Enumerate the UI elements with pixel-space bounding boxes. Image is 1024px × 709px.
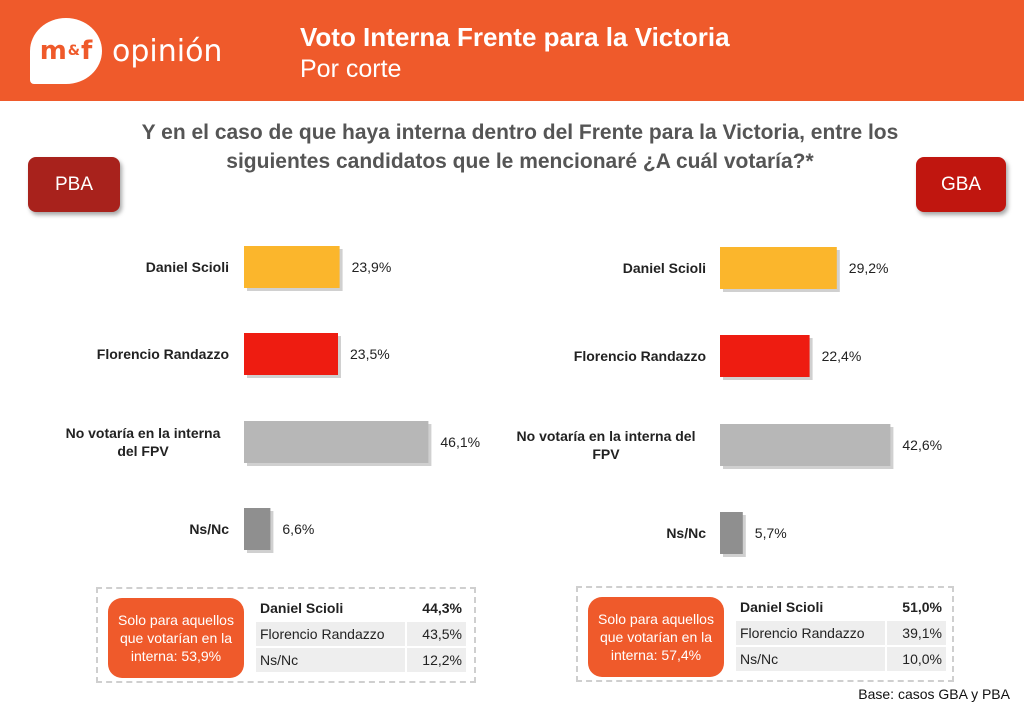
table-row: Florencio Randazzo 39,1% (736, 620, 946, 647)
table-cell-value: 51,0% (885, 594, 946, 621)
region-tag-pba: PBA (28, 157, 120, 212)
table-cell-value: 12,2% (405, 647, 466, 674)
subset-note-gba: Solo para aquellos que votarían en la in… (588, 597, 724, 677)
value-label: 46,1% (440, 434, 480, 450)
value-label: 22,4% (822, 348, 862, 364)
region-tag-gba: GBA (916, 157, 1006, 212)
category-label: Florencio Randazzo (574, 348, 706, 364)
bar-1 (244, 246, 340, 288)
table-row: Florencio Randazzo 43,5% (256, 621, 466, 648)
bar-4 (720, 512, 743, 554)
logo-mark: m & f (30, 18, 102, 84)
page-title: Voto Interna Frente para la Victoria (300, 22, 730, 52)
value-label: 29,2% (849, 260, 889, 276)
table-row: Daniel Scioli 51,0% (736, 594, 946, 621)
bar-3 (720, 424, 891, 466)
value-label: 5,7% (755, 525, 787, 541)
subset-note-pba: Solo para aquellos que votarían en la in… (108, 598, 244, 678)
header-bar: m & f opinión Voto Interna Frente para la … (0, 0, 1024, 101)
summary-box-gba: Solo para aquellos que votarían en la in… (576, 586, 954, 682)
category-label: Ns/Nc (666, 525, 706, 541)
bar-1 (720, 247, 837, 289)
bar-4 (244, 508, 271, 550)
value-label: 23,5% (350, 346, 390, 362)
table-cell-name: Daniel Scioli (736, 594, 886, 621)
logo-wordmark: opinión (112, 33, 223, 69)
table-cell-name: Ns/Nc (256, 647, 406, 674)
category-label: Daniel Scioli (146, 259, 229, 275)
table-cell-name: Florencio Randazzo (256, 621, 406, 648)
category-label: Daniel Scioli (623, 260, 706, 276)
bar-chart-pba: 23,9% Daniel Scioli 23,5% Florencio Randazz… (0, 228, 500, 568)
mf-opinion-logo: m & f opinión (30, 18, 222, 84)
value-label: 23,9% (352, 259, 392, 275)
table-cell-value: 39,1% (885, 620, 946, 647)
table-row: Ns/Nc 10,0% (736, 646, 946, 673)
category-label: No votaría en la interna del FPV (517, 428, 696, 462)
value-label: 42,6% (902, 437, 942, 453)
value-label: 6,6% (282, 521, 314, 537)
category-label: Ns/Nc (189, 521, 229, 537)
category-label: Florencio Randazzo (97, 346, 229, 362)
table-cell-name: Ns/Nc (736, 646, 886, 673)
footer-base-note: Base: casos GBA y PBA (858, 686, 1010, 702)
bar-2 (720, 335, 810, 377)
table-cell-value: 43,5% (405, 621, 466, 648)
summary-box-pba: Solo para aquellos que votarían en la in… (96, 587, 476, 683)
bar-3 (244, 421, 429, 463)
category-label: No votaría en la interna del FPV (66, 425, 221, 459)
bar-chart-gba: 29,2% Daniel Scioli 22,4% Florencio Randazz… (478, 228, 978, 568)
table-row: Daniel Scioli 44,3% (256, 595, 466, 622)
table-cell-value: 10,0% (885, 646, 946, 673)
bar-chart-gba-svg: 29,2% Daniel Scioli 22,4% Florencio Randazz… (517, 247, 942, 557)
survey-question: Y en el caso de que haya interna dentro … (141, 121, 899, 173)
table-cell-value: 44,3% (405, 595, 466, 622)
summary-table-gba: Daniel Scioli 51,0% Florencio Randazzo 3… (736, 594, 946, 673)
bar-chart-pba-svg: 23,9% Daniel Scioli 23,5% Florencio Randazz… (66, 246, 480, 553)
table-cell-name: Florencio Randazzo (736, 620, 886, 647)
table-cell-name: Daniel Scioli (256, 595, 406, 622)
table-row: Ns/Nc 12,2% (256, 647, 466, 674)
summary-table-pba: Daniel Scioli 44,3% Florencio Randazzo 4… (256, 595, 466, 674)
page-subtitle: Por corte (300, 55, 402, 83)
bar-2 (244, 333, 338, 375)
